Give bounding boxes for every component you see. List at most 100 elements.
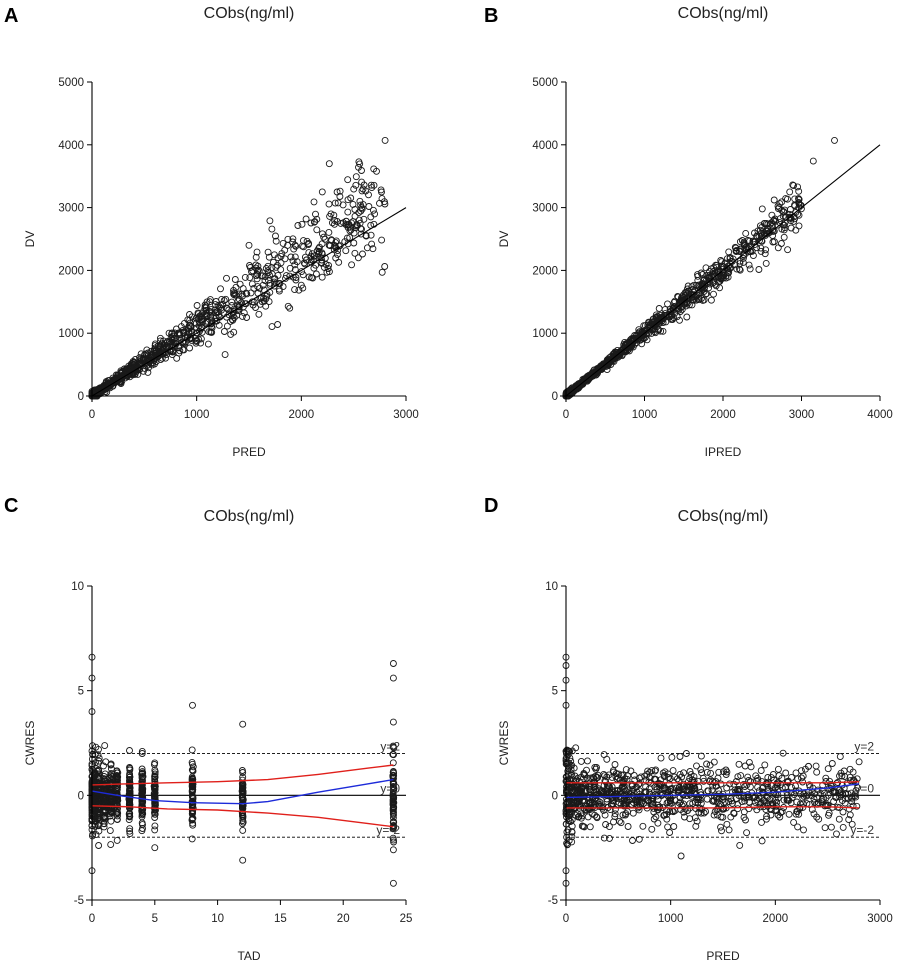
hline-label: y=2 [380, 739, 400, 753]
data-point [606, 834, 613, 842]
data-point [666, 796, 674, 804]
y-tick-label: 5000 [532, 77, 558, 89]
data-point [674, 787, 682, 795]
data-point [95, 757, 103, 765]
data-point [152, 347, 160, 355]
data-point [790, 217, 798, 225]
data-point [197, 339, 205, 347]
data-point [772, 217, 780, 225]
data-point [784, 195, 791, 203]
data-point [228, 298, 236, 306]
x-tick-label: 1000 [184, 409, 210, 421]
data-point [603, 798, 611, 805]
x-axis-label: TAD [237, 949, 260, 963]
data-point [369, 206, 377, 214]
data-point [572, 778, 580, 785]
data-point [103, 384, 111, 392]
data-point [239, 285, 247, 293]
data-point [362, 187, 370, 195]
data-point [299, 237, 307, 245]
data-point [707, 296, 715, 304]
data-point [313, 226, 321, 234]
data-point [352, 173, 360, 181]
data-point [831, 136, 838, 144]
x-tick-label: 0 [563, 913, 569, 925]
data-point [697, 752, 705, 760]
y-tick-label: 4000 [58, 140, 84, 152]
data-point [268, 323, 276, 331]
data-point [564, 390, 571, 398]
data-point [246, 262, 253, 269]
data-point [663, 815, 671, 823]
data-point [350, 185, 358, 193]
data-point [800, 826, 807, 834]
data-point [727, 813, 735, 821]
data-point [639, 822, 647, 830]
data-point [757, 767, 765, 775]
data-point [151, 766, 159, 774]
data-point [577, 814, 585, 822]
data-point [736, 238, 744, 246]
data-point [360, 181, 368, 189]
data-point [268, 225, 276, 233]
data-point [746, 783, 754, 791]
data-point [189, 793, 196, 801]
data-point [669, 767, 677, 775]
data-point [681, 292, 689, 300]
data-point [809, 157, 817, 165]
data-point [672, 784, 680, 792]
data-point [368, 184, 376, 192]
x-tick-label: 3000 [789, 409, 815, 421]
data-point [138, 747, 146, 755]
data-point [189, 701, 196, 709]
y-axis-label: DV [497, 231, 511, 248]
data-point [795, 222, 803, 230]
y-tick-label: 1000 [532, 328, 558, 340]
data-point [751, 229, 758, 237]
data-point [381, 263, 389, 270]
data-point [589, 370, 597, 378]
data-point [252, 304, 259, 311]
data-point [616, 817, 623, 825]
data-point [600, 834, 608, 842]
data-point [704, 787, 712, 795]
data-point [223, 274, 230, 282]
data-point [675, 777, 683, 785]
data-point [272, 232, 279, 240]
data-point [588, 799, 596, 807]
data-point [693, 817, 701, 825]
data-point [356, 197, 364, 205]
data-point [676, 316, 683, 324]
data-point [277, 266, 285, 274]
data-point [368, 240, 376, 248]
data-point [838, 772, 846, 780]
data-point [254, 271, 262, 278]
data-point [281, 246, 289, 254]
data-point [683, 313, 691, 321]
data-point [783, 791, 791, 799]
data-point [564, 747, 572, 755]
y-axis-label: CWRES [23, 721, 37, 766]
data-point [389, 879, 397, 887]
data-point [697, 766, 705, 773]
data-point [233, 311, 241, 319]
data-point [298, 220, 306, 228]
data-point [762, 226, 770, 234]
data-point [649, 798, 657, 806]
data-point [686, 768, 694, 775]
x-tick-label: 25 [400, 913, 413, 925]
data-point [286, 264, 294, 272]
data-point [243, 290, 251, 298]
x-tick-label: 3000 [867, 913, 893, 925]
upper-loess-line [91, 764, 394, 786]
data-point [572, 744, 580, 752]
x-tick-label: 2000 [710, 409, 736, 421]
data-point [780, 233, 788, 241]
data-point [683, 294, 691, 302]
panel-letter: C [4, 495, 18, 517]
data-point [381, 136, 389, 144]
data-point [264, 248, 272, 256]
data-point [568, 787, 576, 795]
data-point [724, 273, 732, 281]
